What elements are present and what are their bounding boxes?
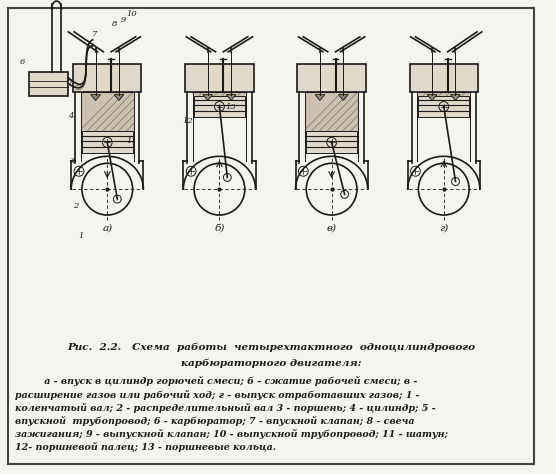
Bar bbox=[410, 64, 478, 91]
Bar bbox=[193, 91, 246, 96]
Polygon shape bbox=[315, 95, 325, 100]
Bar bbox=[81, 91, 133, 131]
Bar bbox=[306, 131, 357, 153]
Text: а): а) bbox=[102, 224, 112, 233]
Text: 5: 5 bbox=[66, 78, 72, 86]
Text: в): в) bbox=[326, 224, 336, 233]
Text: 11: 11 bbox=[127, 137, 137, 146]
Polygon shape bbox=[114, 95, 124, 100]
Polygon shape bbox=[91, 95, 101, 100]
Polygon shape bbox=[450, 95, 460, 100]
Polygon shape bbox=[339, 95, 348, 100]
Polygon shape bbox=[203, 95, 212, 100]
Text: 8: 8 bbox=[112, 20, 117, 28]
Bar bbox=[419, 96, 469, 118]
Polygon shape bbox=[226, 95, 236, 100]
Text: 1: 1 bbox=[78, 232, 83, 240]
Bar bbox=[305, 91, 358, 131]
Text: Рис.  2.2.   Схема  работы  четырехтактного  одноцилиндрового: Рис. 2.2. Схема работы четырехтактного о… bbox=[67, 343, 475, 352]
Bar bbox=[82, 131, 133, 153]
Polygon shape bbox=[427, 95, 437, 100]
Text: 7: 7 bbox=[92, 30, 97, 38]
Bar bbox=[418, 91, 470, 96]
Text: б): б) bbox=[214, 224, 225, 233]
Bar bbox=[73, 64, 141, 91]
Text: 9: 9 bbox=[121, 16, 126, 24]
Text: 2: 2 bbox=[73, 202, 78, 210]
Bar bbox=[29, 72, 68, 96]
Text: г): г) bbox=[439, 224, 448, 233]
Text: карбюраторного двигателя:: карбюраторного двигателя: bbox=[181, 358, 361, 368]
Text: 6: 6 bbox=[19, 58, 25, 66]
Bar bbox=[185, 64, 254, 91]
Text: 3: 3 bbox=[70, 157, 76, 165]
Text: 4: 4 bbox=[68, 112, 73, 120]
Text: 12: 12 bbox=[182, 118, 193, 126]
Text: 13: 13 bbox=[225, 102, 236, 110]
Text: а - впуск в цилиндр горючей смеси; б - сжатие рабочей смеси; в -
расширение газо: а - впуск в цилиндр горючей смеси; б - с… bbox=[14, 376, 448, 452]
Bar bbox=[297, 64, 366, 91]
Bar bbox=[194, 96, 245, 118]
Text: 10: 10 bbox=[127, 10, 137, 18]
